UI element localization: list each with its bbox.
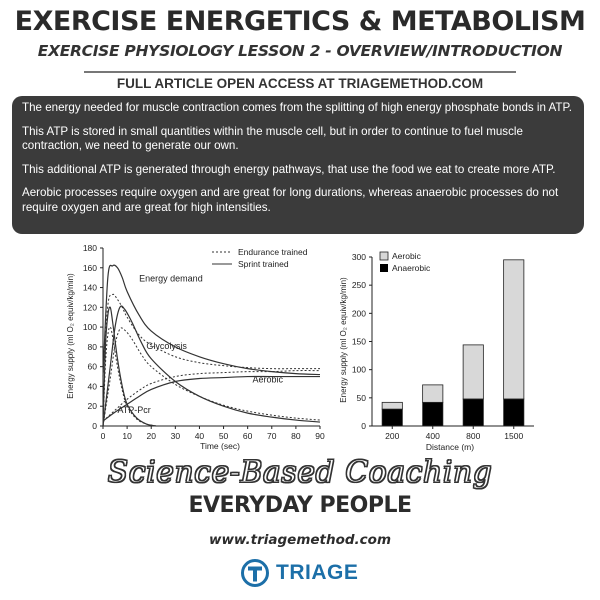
x-tick-label: 90	[315, 431, 325, 441]
bar-aerobic-1500	[503, 259, 525, 400]
y-tick-label: 20	[88, 401, 98, 411]
bar-y-tick-label: 200	[352, 308, 366, 318]
bar-anaerobic-200	[381, 408, 403, 427]
bar-x-tick-label: 800	[466, 431, 480, 441]
y-tick-label: 40	[88, 381, 98, 391]
bar-x-tick-label: 200	[385, 431, 399, 441]
bar-chart-ylabel: Energy supply (ml O₂ equiv/kg/min)	[339, 277, 348, 403]
bar-y-tick-label: 250	[352, 280, 366, 290]
info-paragraph-4: Aerobic processes require oxygen and are…	[22, 186, 559, 214]
bar-y-tick-label: 150	[352, 337, 366, 347]
series-aerobic-sprint	[102, 375, 320, 422]
info-panel: The energy needed for muscle contraction…	[12, 96, 584, 234]
series-energy-demand-sprint	[102, 264, 321, 377]
triage-logo[interactable]: TRIAGE	[240, 556, 370, 590]
tagline-bold: EVERYDAY PEOPLE	[188, 493, 412, 518]
bar-aerobic-400	[422, 384, 444, 403]
y-tick-label: 80	[88, 342, 98, 352]
line-chart-ylabel: Energy supply (ml O₂ equiv/kg/min)	[66, 273, 75, 399]
annotation-atp-pcr: ATP-Pcr	[117, 405, 150, 415]
bar-x-tick-label: 400	[426, 431, 440, 441]
info-paragraph-3: This additional ATP is generated through…	[22, 162, 556, 176]
x-tick-label: 40	[195, 431, 205, 441]
annotation-aerobic: Aerobic	[252, 374, 283, 384]
info-paragraph-1: The energy needed for muscle contraction…	[22, 101, 572, 114]
y-tick-label: 100	[83, 322, 97, 332]
line-chart-xlabel: Time (sec)	[200, 441, 240, 451]
website-link[interactable]: www.triagemethod.com	[208, 532, 392, 548]
y-tick-label: 60	[88, 362, 98, 372]
divider	[84, 71, 516, 73]
bar-y-tick-label: 300	[352, 252, 366, 262]
series-atp-pcr-endurance	[102, 326, 157, 427]
bar-chart-xlabel: Distance (m)	[426, 442, 474, 452]
x-tick-label: 30	[171, 431, 181, 441]
info-paragraph-2: This ATP is stored in small quantities w…	[22, 124, 523, 153]
bar-anaerobic-1500	[503, 398, 525, 427]
legend-anaerobic-label: Anaerobic	[392, 263, 431, 273]
series-glycolysis-endurance	[102, 327, 321, 427]
legend-anaerobic-swatch	[380, 264, 388, 272]
legend-endurance-label: Endurance trained	[238, 247, 308, 257]
series-glycolysis-sprint	[102, 305, 321, 427]
bar-x-tick-label: 1500	[504, 431, 523, 441]
legend-sprint-label: Sprint trained	[238, 259, 289, 269]
y-tick-label: 120	[83, 302, 97, 312]
annotation-glycolysis: Glycolysis	[146, 341, 187, 351]
legend-aerobic-label: Aerobic	[392, 251, 422, 261]
access-note[interactable]: FULL ARTICLE OPEN ACCESS AT TRIAGEMETHOD…	[116, 76, 484, 91]
energy-supply-line-chart: Energy supply (ml O₂ equiv/kg/min) Time …	[66, 243, 325, 451]
x-tick-label: 80	[291, 431, 301, 441]
bar-aerobic-800	[462, 344, 484, 400]
bar-y-tick-label: 0	[361, 421, 366, 431]
y-tick-label: 160	[83, 263, 97, 273]
bar-aerobic-200	[381, 401, 403, 410]
x-tick-label: 60	[243, 431, 253, 441]
x-tick-label: 70	[267, 431, 277, 441]
bar-y-tick-label: 50	[357, 393, 367, 403]
bar-anaerobic-400	[422, 401, 444, 427]
page-subtitle: EXERCISE PHYSIOLOGY LESSON 2 - OVERVIEW/…	[37, 42, 563, 60]
bar-y-tick-label: 100	[352, 365, 366, 375]
energy-by-distance-bar-chart: Energy supply (ml O₂ equiv/kg/min) Dista…	[339, 251, 534, 452]
tagline-script: Science-Based Coaching	[107, 455, 493, 491]
x-tick-label: 10	[122, 431, 132, 441]
page-title: EXERCISE ENERGETICS & METABOLISM	[14, 6, 586, 37]
legend-aerobic-swatch	[379, 251, 389, 261]
bar-anaerobic-800	[462, 398, 484, 427]
series-atp-pcr-sprint	[102, 306, 157, 427]
annotation-energy-demand: Energy demand	[139, 274, 203, 284]
x-tick-label: 20	[146, 431, 156, 441]
y-tick-label: 140	[83, 283, 97, 293]
series-aerobic-endurance	[102, 370, 321, 422]
y-tick-label: 0	[92, 421, 97, 431]
series-energy-demand-endurance	[102, 293, 320, 377]
x-tick-label: 50	[219, 431, 229, 441]
x-tick-label: 0	[101, 431, 106, 441]
y-tick-label: 180	[83, 243, 97, 253]
t-circle-icon	[241, 559, 269, 587]
logo-text: TRIAGE	[276, 561, 359, 584]
